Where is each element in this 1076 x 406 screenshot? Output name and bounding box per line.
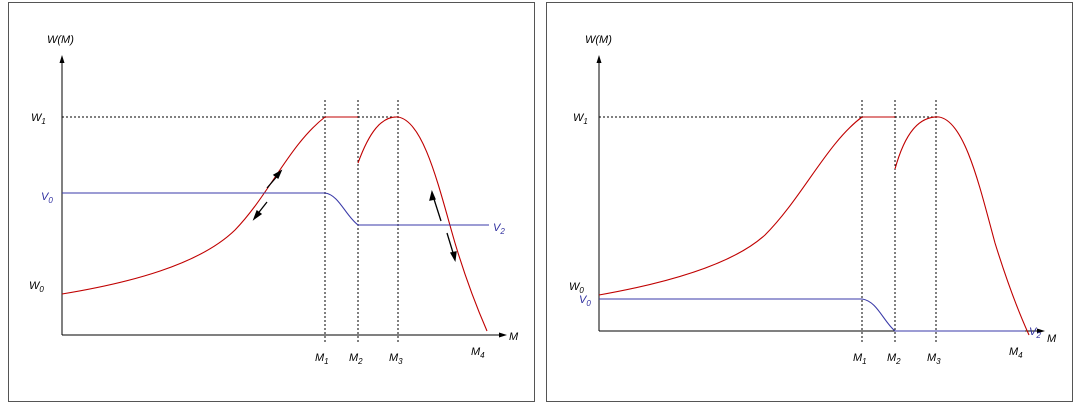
y-axis-label: W(M) [585,34,612,46]
m3-label: M3 [389,352,403,366]
movement-arrows [252,169,457,263]
w-curve-right [357,116,488,332]
m2-label: M2 [887,352,901,366]
m4-label: M4 [1009,346,1023,360]
right-panel: W(M) M W1 W0 V0 V2 M1 M2 M3 M4 [546,2,1073,402]
m1-label: M1 [853,352,867,366]
v-curve [599,298,1025,332]
w1-label: W1 [31,112,46,126]
y-axis-arrowhead [596,55,602,63]
m4-label: M4 [471,346,485,360]
x-axis-label: M [509,331,519,343]
x-axis-arrowhead [499,332,507,338]
v-curve [62,192,489,226]
w-curve-right [894,116,1030,336]
v0-label: V0 [41,191,53,205]
y-axis-arrowhead [59,55,65,63]
w1-label: W1 [573,112,588,126]
v2-label: V2 [493,222,505,236]
w0-label: W0 [29,280,44,294]
w0-label: W0 [569,281,584,295]
x-axis-arrowhead [1037,328,1045,334]
left-diagram: W(M) M W1 V0 W0 V2 M1 M2 M3 M4 [29,34,519,366]
w-curve [598,116,895,296]
w-curve [61,116,358,295]
v0-label: V0 [579,294,591,308]
m3-label: M3 [927,352,941,366]
y-axis-label: W(M) [47,34,74,46]
m1-label: M1 [315,352,329,366]
right-diagram: W(M) M W1 W0 V0 V2 M1 M2 M3 M4 [569,34,1057,366]
v2-label: V2 [1029,326,1041,340]
left-panel: W(M) M W1 V0 W0 V2 M1 M2 M3 M4 [8,2,535,402]
m2-label: M2 [349,352,363,366]
x-axis-label: M [1047,333,1057,345]
